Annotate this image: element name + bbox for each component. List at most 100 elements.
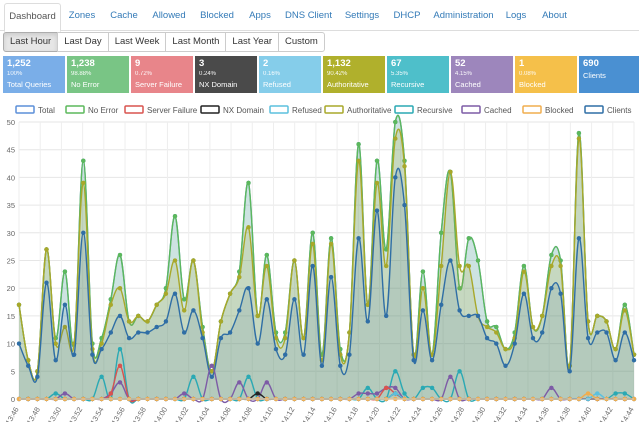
stat-card-recursive: 67 5.35% Recursive (387, 56, 449, 93)
point-authoritative (62, 324, 68, 330)
range-button-custom[interactable]: Custom (278, 32, 325, 52)
point-recursive (393, 369, 398, 374)
stat-value: 690 (583, 58, 599, 69)
legend-swatch-total (15, 105, 35, 114)
stat-value: 52 (455, 58, 466, 69)
tab-apps[interactable]: Apps (249, 10, 271, 21)
tab-blocked[interactable]: Blocked (200, 10, 234, 21)
point-authoritative (44, 247, 49, 252)
legend-label: Refused (292, 106, 322, 115)
point-authoritative (374, 180, 380, 186)
range-button-last-hour[interactable]: Last Hour (3, 32, 59, 52)
point-no-error (457, 285, 462, 291)
point-authoritative (383, 263, 389, 269)
time-range-selector: Last Hour Last Day Last Week Last Month Last… (3, 32, 325, 52)
range-button-last-week[interactable]: Last Week (107, 32, 167, 52)
point-cached (374, 391, 380, 396)
point-clients (62, 302, 68, 308)
tab-zones[interactable]: Zones (68, 10, 96, 21)
stat-label: No Error (71, 80, 100, 89)
point-no-error (310, 230, 315, 236)
point-authoritative (328, 241, 334, 247)
point-clients (328, 274, 334, 280)
point-no-error (393, 119, 398, 125)
range-button-last-day[interactable]: Last Day (57, 32, 109, 52)
tab-about[interactable]: About (542, 10, 567, 21)
point-clients (117, 313, 123, 319)
point-server-failure (108, 391, 114, 396)
tab-settings[interactable]: Settings (344, 10, 380, 21)
x-tick-label: 14:00 (152, 406, 169, 422)
point-clients (549, 285, 554, 291)
x-tick-label: 13:56 (110, 406, 127, 422)
point-recursive (622, 391, 628, 396)
legend-swatch-nx-domain (200, 105, 220, 114)
range-button-last-month[interactable]: Last Month (165, 32, 227, 52)
point-nx-domain (255, 391, 260, 396)
point-recursive (420, 385, 426, 391)
x-tick-label: 14:02 (173, 406, 190, 422)
range-button-last-year[interactable]: Last Year (225, 32, 280, 52)
point-authoritative (53, 341, 58, 346)
tab-logs[interactable]: Logs (505, 10, 527, 21)
point-authoritative (227, 291, 233, 296)
point-clients (466, 313, 472, 319)
x-tick-label: 14:04 (194, 406, 211, 422)
stat-value: 1,252 (7, 58, 31, 69)
point-clients (99, 346, 104, 352)
point-recursive (429, 385, 435, 391)
point-clients (576, 236, 582, 241)
point-no-error (62, 269, 68, 274)
main-nav-tabs: Dashboard Zones Cache Allowed Blocked Apps DNS… (0, 0, 639, 32)
tab-dhcp[interactable]: DHCP (393, 10, 421, 21)
x-tick-label: 13:52 (67, 406, 84, 422)
point-clients (264, 297, 270, 302)
point-clients (613, 357, 618, 363)
point-authoritative (549, 263, 554, 269)
stat-card-cached: 52 4.15% Cached (451, 56, 513, 93)
point-authoritative (622, 308, 628, 313)
point-authoritative (301, 335, 306, 341)
tab-cache[interactable]: Cache (110, 10, 138, 21)
stat-card-server-failure: 9 0.72% Server Failure (131, 56, 193, 93)
stat-label: Blocked (519, 80, 546, 89)
point-cached (117, 380, 123, 385)
x-tick-label: 14:36 (534, 406, 551, 422)
tab-allowed[interactable]: Allowed (152, 10, 186, 21)
tab-dns-client[interactable]: DNS Client (285, 10, 332, 21)
point-clients (539, 330, 545, 335)
point-recursive (53, 391, 58, 396)
point-no-error (622, 302, 628, 308)
point-cached (62, 391, 68, 396)
point-no-error (576, 130, 582, 136)
point-no-error (328, 236, 334, 241)
point-no-error (356, 141, 361, 147)
point-authoritative (81, 180, 86, 186)
point-recursive (117, 346, 123, 352)
point-clients (172, 291, 178, 296)
x-tick-label: 14:08 (237, 406, 254, 422)
area-total (19, 115, 634, 399)
y-tick-label: 10 (7, 340, 15, 349)
tab-administration[interactable]: Administration (433, 10, 494, 21)
chart-series-group (16, 114, 637, 404)
point-authoritative (16, 302, 22, 308)
point-no-error (374, 158, 380, 164)
point-clients (622, 330, 628, 335)
point-authoritative (117, 285, 123, 291)
x-tick-label: 14:16 (322, 406, 339, 422)
stat-percent: 4.15% (455, 71, 473, 77)
stat-value: 1,238 (71, 58, 95, 69)
stat-label: NX Domain (199, 80, 238, 89)
point-clients (484, 335, 490, 341)
y-tick-label: 35 (7, 201, 15, 210)
point-recursive (246, 374, 251, 380)
point-clients (218, 335, 224, 341)
tab-dashboard[interactable]: Dashboard (4, 3, 61, 32)
legend-swatch-recursive (394, 105, 414, 114)
x-tick-label: 14:44 (619, 406, 636, 422)
legend-label: Cached (484, 106, 512, 115)
stat-label: Cached (455, 80, 481, 89)
y-tick-label: 5 (11, 367, 15, 376)
point-authoritative (172, 258, 178, 263)
